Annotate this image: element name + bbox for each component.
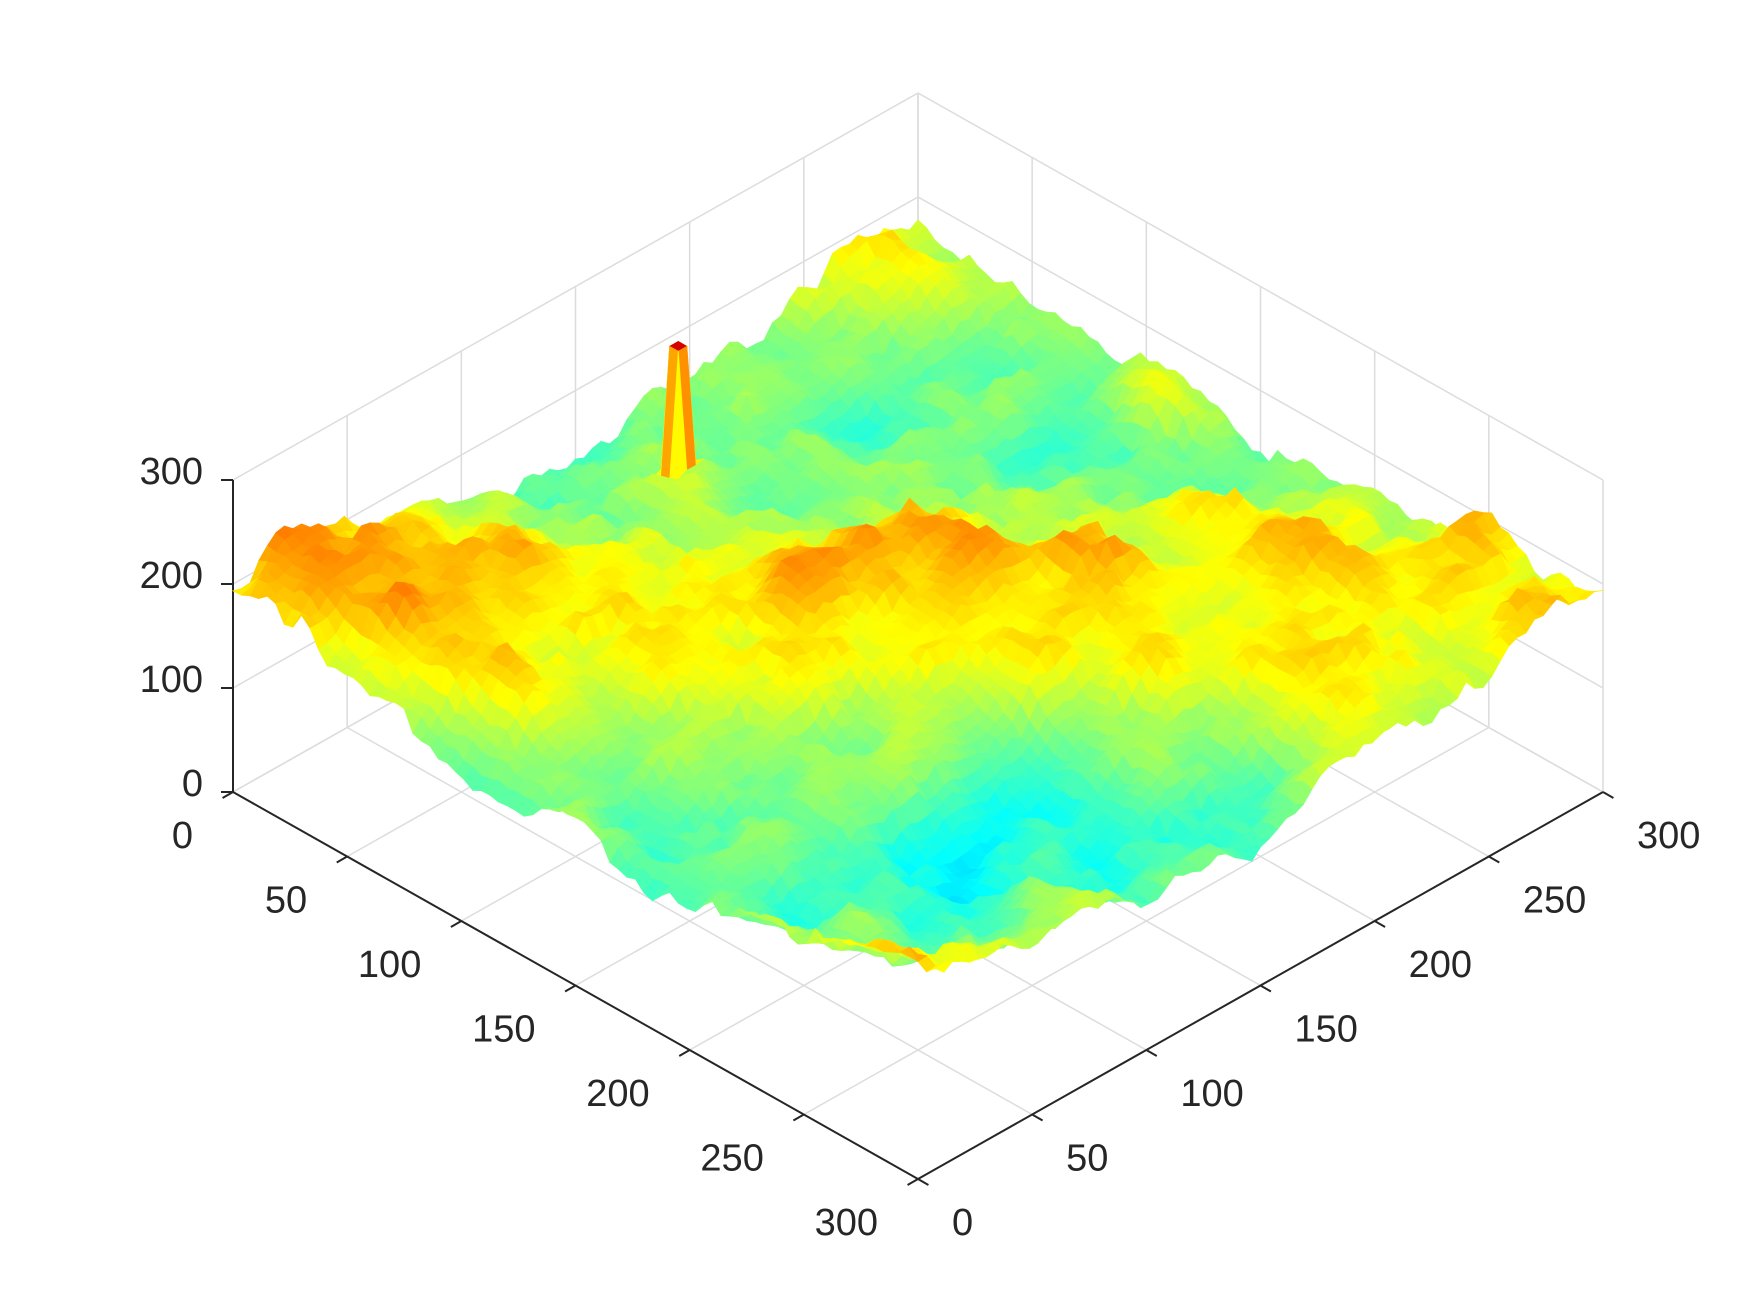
grid-line-wall-z [232, 92, 919, 481]
grid-line-wall-z [917, 92, 1604, 481]
surface [231, 219, 1604, 973]
grid-line-floor-y [346, 726, 1033, 1116]
